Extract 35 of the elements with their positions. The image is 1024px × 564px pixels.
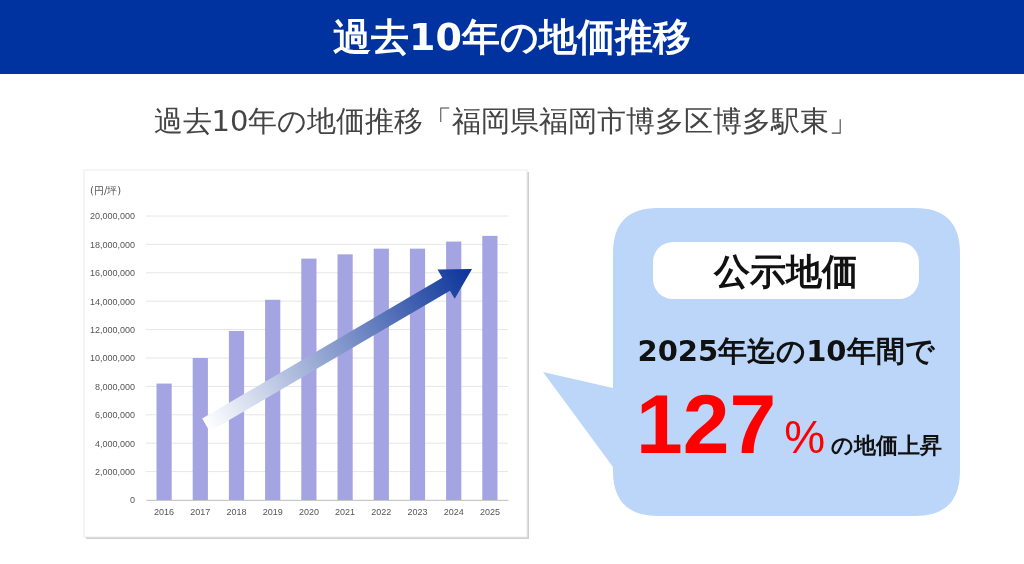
y-tick-label: 18,000,000 [89,239,135,250]
x-tick-label: 2025 [479,507,500,518]
bar [301,258,317,500]
bar [373,248,389,500]
y-tick-label: 4,000,000 [94,438,135,449]
text: 127%の地価上昇 [635,377,943,471]
y-tick-label: 16,000,000 [89,268,135,279]
y-tick-label: 14,000,000 [89,296,135,307]
bar [156,383,172,500]
y-tick-label: 20,000,000 [89,211,135,222]
x-tick-label: 2016 [154,507,175,518]
y-tick-label: 0 [129,495,135,506]
y-tick-label: 6,000,000 [94,410,135,421]
chart-subtitle: 過去10年の地価推移「福岡県福岡市博多区博多駅東」 [153,104,859,138]
chart-title: 過去10年の地価推移 [333,15,691,59]
bar [192,358,208,500]
bar [482,235,498,500]
bar [337,254,353,500]
y-axis-title: (円/坪) [90,185,122,196]
x-tick-label: 2020 [298,507,319,518]
x-tick-label: 2021 [335,507,356,518]
y-tick-label: 2,000,000 [94,466,135,477]
x-tick-label: 2019 [262,507,283,518]
y-tick-label: 10,000,000 [89,353,135,364]
bar [265,299,281,500]
x-tick-label: 2023 [407,507,428,518]
text: 2025年迄の10年間で [637,334,936,368]
text: 公示地価 [713,251,858,292]
x-tick-label: 2018 [226,507,247,518]
x-tick-label: 2024 [443,507,464,518]
x-tick-label: 2017 [190,507,211,518]
y-tick-label: 12,000,000 [89,324,135,335]
bar [409,248,426,500]
x-tick-label: 2022 [371,507,392,518]
y-tick-label: 8,000,000 [94,381,135,392]
